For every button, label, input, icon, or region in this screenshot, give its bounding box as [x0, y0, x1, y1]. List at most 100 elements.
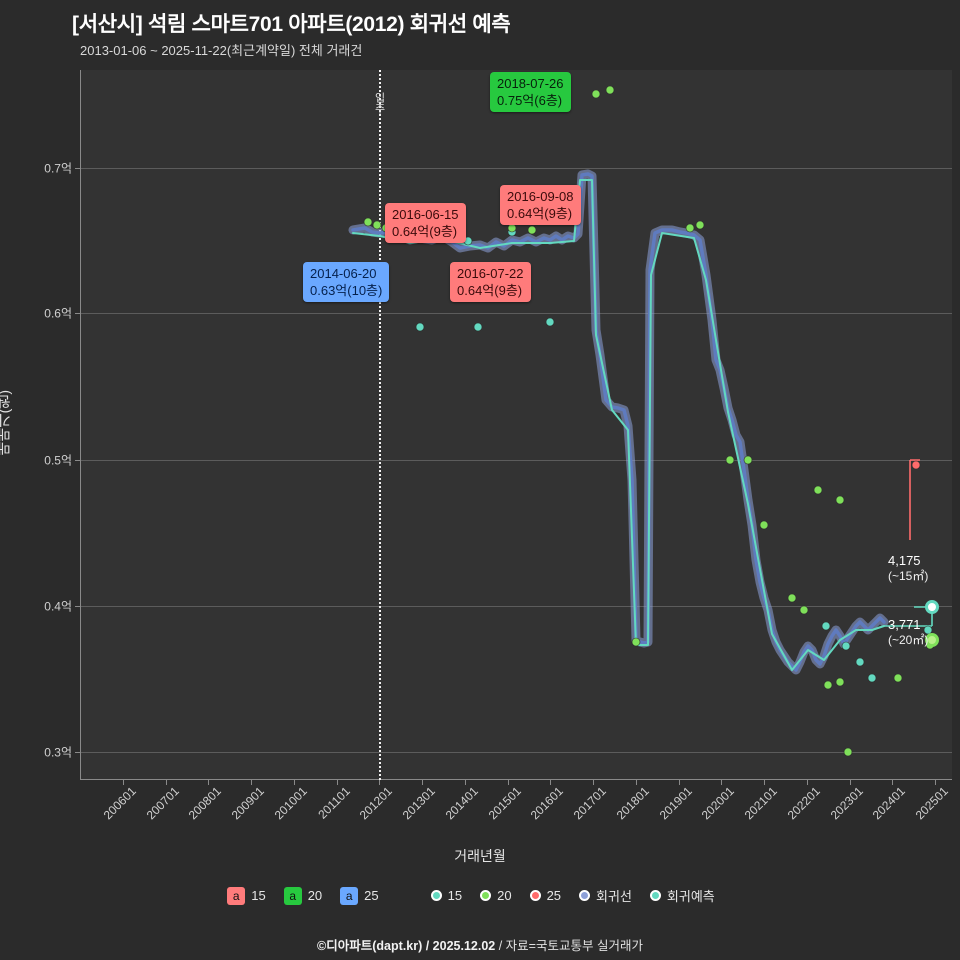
- x-tick-label: 202401: [869, 784, 908, 823]
- annotation-callout-2016-07-22: 2016-07-22 0.64억(9층): [450, 262, 531, 303]
- x-tick-label: 201001: [271, 784, 310, 823]
- legend-label: 15: [447, 888, 463, 903]
- annotation-line2: 0.64억(9층): [457, 283, 523, 299]
- legend-label: 회귀선: [596, 889, 632, 904]
- legend-badge-15[interactable]: a 15: [227, 886, 266, 905]
- x-tick-mark: [593, 780, 594, 785]
- end-label-value: 4,175: [888, 553, 921, 568]
- legend-item-regression[interactable]: 회귀선: [579, 886, 632, 905]
- end-label-value: 3,771: [888, 617, 921, 632]
- annotation-line2: 0.75억(6층): [497, 93, 563, 109]
- x-tick-label: 202201: [784, 784, 823, 823]
- x-tick-label: 201601: [527, 784, 566, 823]
- regression-line-band: [348, 169, 889, 675]
- legend-item-15[interactable]: 15: [430, 888, 463, 903]
- scatter-series-15: [415, 227, 933, 683]
- y-tick-mark: [75, 752, 80, 753]
- x-tick-mark: [764, 780, 765, 785]
- end-label-sub: (~20㎡): [888, 633, 929, 648]
- annotation-callout-2014-06-20: 2014-06-20 0.63억(10층): [303, 262, 390, 303]
- y-axis-title: 매매가(원): [0, 390, 12, 456]
- badge-icon: a: [283, 886, 302, 905]
- x-tick-mark: [379, 780, 380, 785]
- y-tick-label: 0.5억: [44, 453, 72, 468]
- scatter-series-20: [363, 85, 935, 757]
- gridline-0.5: [80, 460, 952, 461]
- y-tick-mark: [75, 606, 80, 607]
- y-tick-mark: [75, 313, 80, 314]
- series-dot-icon: [430, 890, 442, 901]
- annotation-line1: 2016-06-15: [392, 207, 459, 222]
- x-tick-label: 202101: [741, 784, 780, 823]
- legend-badge-20[interactable]: a 20: [283, 886, 323, 905]
- x-tick-mark: [850, 780, 851, 785]
- end-marker-15: [925, 600, 939, 614]
- page-title: [서산시] 석림 스마트701 아파트(2012) 회귀선 예측: [72, 13, 511, 36]
- y-tick-label: 0.6억: [44, 306, 72, 321]
- legend-badge-25[interactable]: a 25: [340, 886, 379, 905]
- gridline-0.3: [80, 752, 952, 753]
- gridline-0.7: [80, 168, 952, 169]
- end-marker-20: [925, 633, 939, 647]
- x-tick-mark: [123, 780, 124, 785]
- footer: ©디아파트(dapt.kr) / 2025.12.02 / 자료=국토교통부 실…: [0, 935, 960, 954]
- chart-subtitle: 2013-01-06 ~ 2025-11-22(최근계약일) 전체 거래건: [80, 43, 363, 58]
- x-tick-mark: [636, 780, 637, 785]
- footer-source: / 자료=국토교통부 실거래가: [498, 939, 643, 953]
- y-tick-label: 0.3억: [44, 745, 72, 760]
- prediction-line: [352, 179, 933, 671]
- legend-label: 20: [497, 888, 512, 903]
- y-axis-line: [80, 70, 81, 780]
- move-in-marker-line: [379, 70, 381, 780]
- x-tick-mark: [422, 780, 423, 785]
- x-axis-title: 거래년월: [454, 848, 506, 864]
- legend-series: 15 20 25 회귀선 회귀예측: [430, 886, 733, 905]
- x-tick-mark: [508, 780, 509, 785]
- series-dot-icon: [579, 890, 591, 901]
- legend-label: 회귀예측: [666, 889, 715, 904]
- legend-item-20[interactable]: 20: [480, 888, 512, 903]
- x-tick-label: 200601: [100, 784, 139, 823]
- x-tick-label: 202001: [698, 784, 737, 823]
- annotation-line2: 0.64억(9층): [507, 206, 573, 222]
- x-tick-label: 201201: [356, 784, 395, 823]
- footer-brand: ©디아파트(dapt.kr) / 2025.12.02: [317, 939, 496, 953]
- annotation-callout-2016-09-08: 2016-09-08 0.64억(9층): [500, 185, 581, 226]
- annotation-callout-2018-07-26: 2018-07-26 0.75억(6층): [490, 72, 571, 113]
- x-tick-label: 200901: [228, 784, 267, 823]
- annotation-line2: 0.63억(10층): [310, 283, 383, 299]
- x-tick-mark: [550, 780, 551, 785]
- x-tick-label: 202501: [912, 784, 951, 823]
- legend-label: 25: [364, 888, 379, 903]
- end-label-15: 4,175 (~15㎡): [888, 553, 928, 584]
- x-tick-label: 200701: [143, 784, 182, 823]
- x-tick-mark: [892, 780, 893, 785]
- y-tick-label: 0.7억: [44, 161, 72, 176]
- x-tick-mark: [166, 780, 167, 785]
- plot-area: 0.7억 0.6억 0.5억 0.4억 0.3억 입주: [44, 70, 952, 822]
- move-in-marker-label: 입주: [373, 92, 385, 114]
- end-label-sub: (~15㎡): [888, 569, 929, 584]
- scatter-series-25: [911, 460, 921, 470]
- series-dot-icon: [480, 890, 492, 901]
- annotation-line1: 2016-09-08: [507, 189, 574, 204]
- regression-line: [351, 172, 886, 672]
- legend-label: 20: [307, 888, 323, 903]
- legend-label: 25: [546, 888, 562, 903]
- annotation-line1: 2016-07-22: [457, 266, 524, 281]
- y-tick-mark: [75, 168, 80, 169]
- x-tick-label: 201901: [656, 784, 695, 823]
- legend-item-prediction[interactable]: 회귀예측: [649, 886, 715, 905]
- x-tick-label: 201401: [442, 784, 481, 823]
- badge-icon: a: [340, 886, 359, 905]
- y-tick-label: 0.4억: [44, 599, 72, 614]
- x-tick-mark: [679, 780, 680, 785]
- chart-legend: a 15 a 20 a 25 15 20 2: [0, 886, 960, 905]
- x-tick-label: 202301: [827, 784, 866, 823]
- x-tick-label: 200801: [185, 784, 224, 823]
- x-tick-mark: [935, 780, 936, 785]
- legend-item-25[interactable]: 25: [529, 888, 562, 903]
- x-axis-line: [80, 779, 952, 780]
- x-tick-label: 201301: [399, 784, 438, 823]
